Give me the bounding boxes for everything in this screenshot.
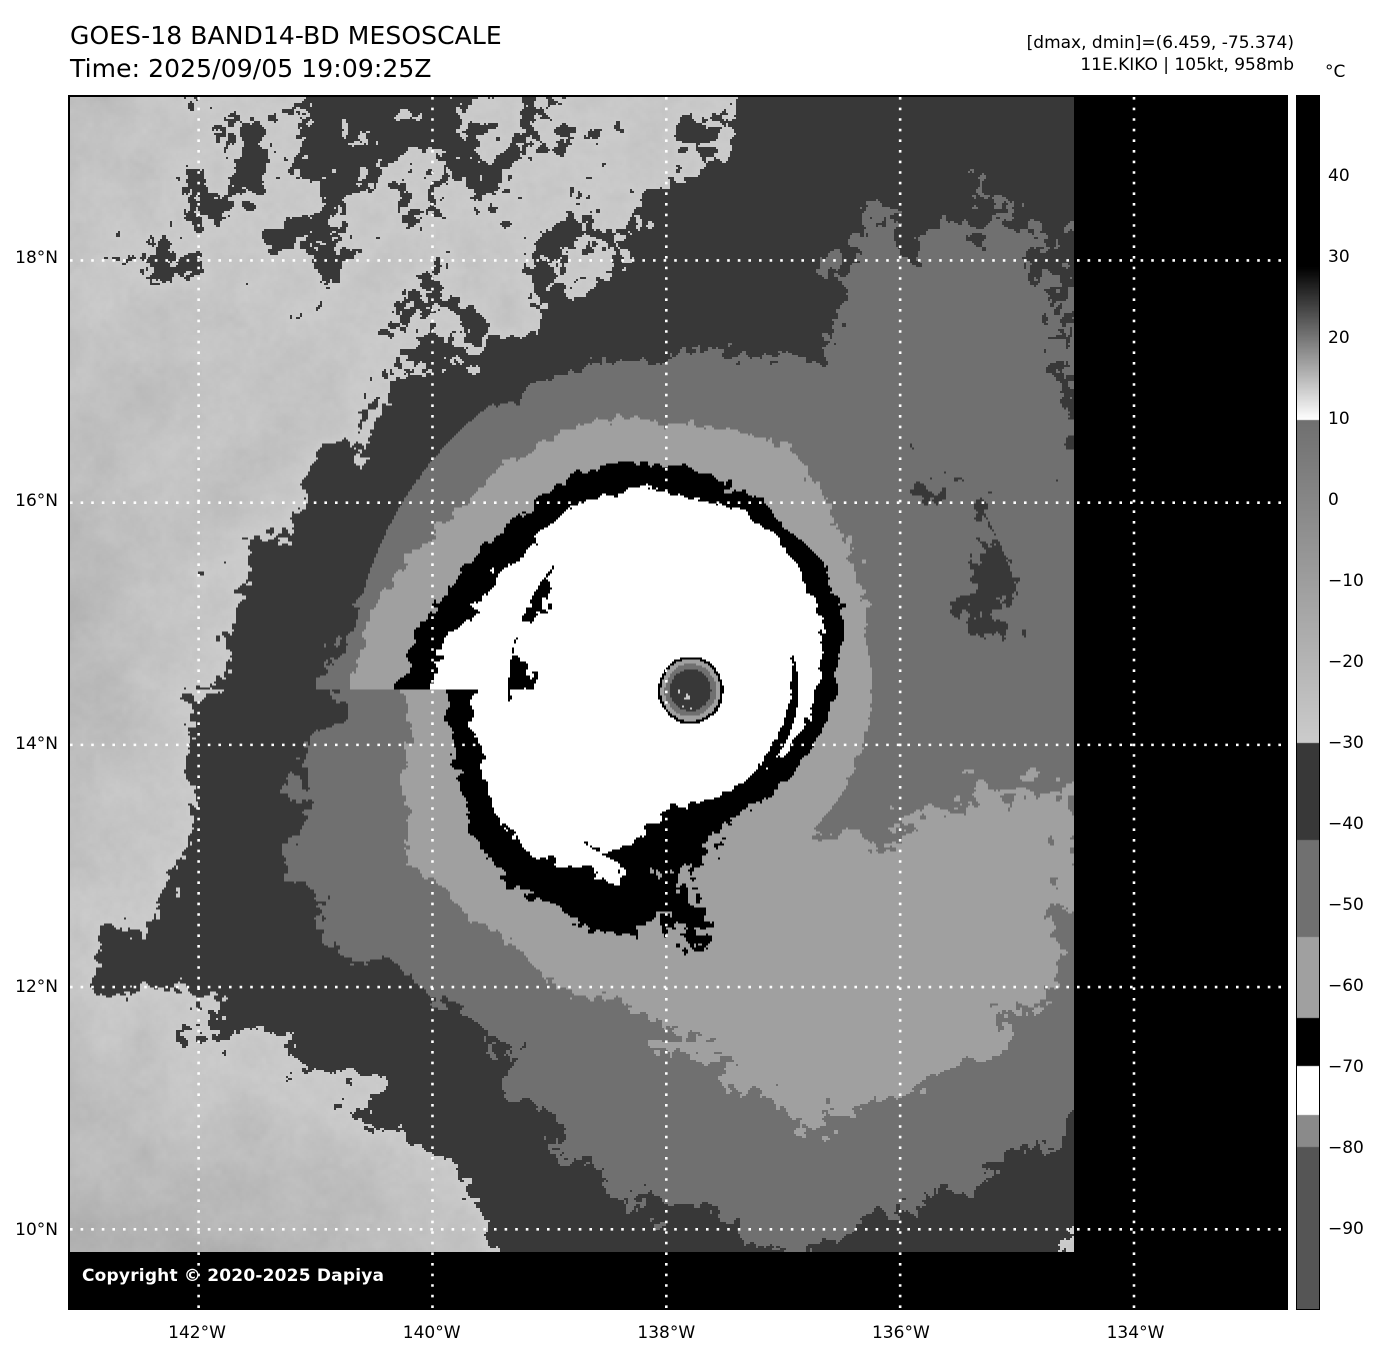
colorbar[interactable] bbox=[1296, 95, 1320, 1310]
colorbar-tick-minus60: −60 bbox=[1328, 976, 1364, 996]
xtick-138°W: 138°W bbox=[637, 1323, 696, 1343]
ytick-12°N: 12°N bbox=[15, 977, 58, 998]
xtick-134°W: 134°W bbox=[1106, 1323, 1165, 1343]
colorbar-tick-0: 0 bbox=[1328, 490, 1339, 510]
colorbar-tick-minus70: −70 bbox=[1328, 1057, 1364, 1077]
colorbar-tick-10: 10 bbox=[1328, 409, 1350, 429]
lat-lon-gridlines bbox=[70, 97, 1286, 1308]
dminmax-label: [dmax, dmin]=(6.459, -75.374) bbox=[1026, 33, 1294, 53]
colorbar-tick-minus20: −20 bbox=[1328, 652, 1364, 672]
colorbar-tick-40: 40 bbox=[1328, 166, 1350, 186]
colorbar-unit-label: °C bbox=[1325, 62, 1346, 82]
ytick-18°N: 18°N bbox=[15, 248, 58, 269]
colorbar-tick-30: 30 bbox=[1328, 247, 1350, 267]
satellite-image bbox=[70, 97, 1286, 1308]
ytick-14°N: 14°N bbox=[15, 734, 58, 755]
colorbar-tick-minus90: −90 bbox=[1328, 1219, 1364, 1239]
metadata-block: [dmax, dmin]=(6.459, -75.374) 11E.KIKO |… bbox=[1027, 32, 1294, 76]
title-block: GOES-18 BAND14-BD MESOSCALE Time: 2025/0… bbox=[70, 20, 502, 85]
timestamp-label: Time: 2025/09/05 19:09:25Z bbox=[70, 53, 432, 83]
ytick-16°N: 16°N bbox=[15, 491, 58, 512]
ytick-10°N: 10°N bbox=[15, 1220, 58, 1241]
satellite-image-axes[interactable]: Copyright © 2020-2025 Dapiya bbox=[68, 95, 1288, 1310]
copyright-label: Copyright © 2020-2025 Dapiya bbox=[82, 1266, 385, 1286]
colorbar-gradient bbox=[1297, 96, 1319, 1309]
xtick-142°W: 142°W bbox=[168, 1323, 226, 1343]
colorbar-tick-20: 20 bbox=[1328, 328, 1350, 348]
page-title: GOES-18 BAND14-BD MESOSCALE bbox=[70, 21, 502, 50]
colorbar-tick-minus30: −30 bbox=[1328, 733, 1364, 753]
xtick-140°W: 140°W bbox=[402, 1323, 461, 1343]
colorbar-tick-minus40: −40 bbox=[1328, 814, 1364, 834]
colorbar-tick-minus50: −50 bbox=[1328, 895, 1364, 915]
colorbar-tick-minus80: −80 bbox=[1328, 1138, 1364, 1158]
colorbar-tick-minus10: −10 bbox=[1328, 571, 1364, 591]
xtick-136°W: 136°W bbox=[871, 1323, 930, 1343]
storm-info-label: 11E.KIKO | 105kt, 958mb bbox=[1080, 55, 1294, 76]
